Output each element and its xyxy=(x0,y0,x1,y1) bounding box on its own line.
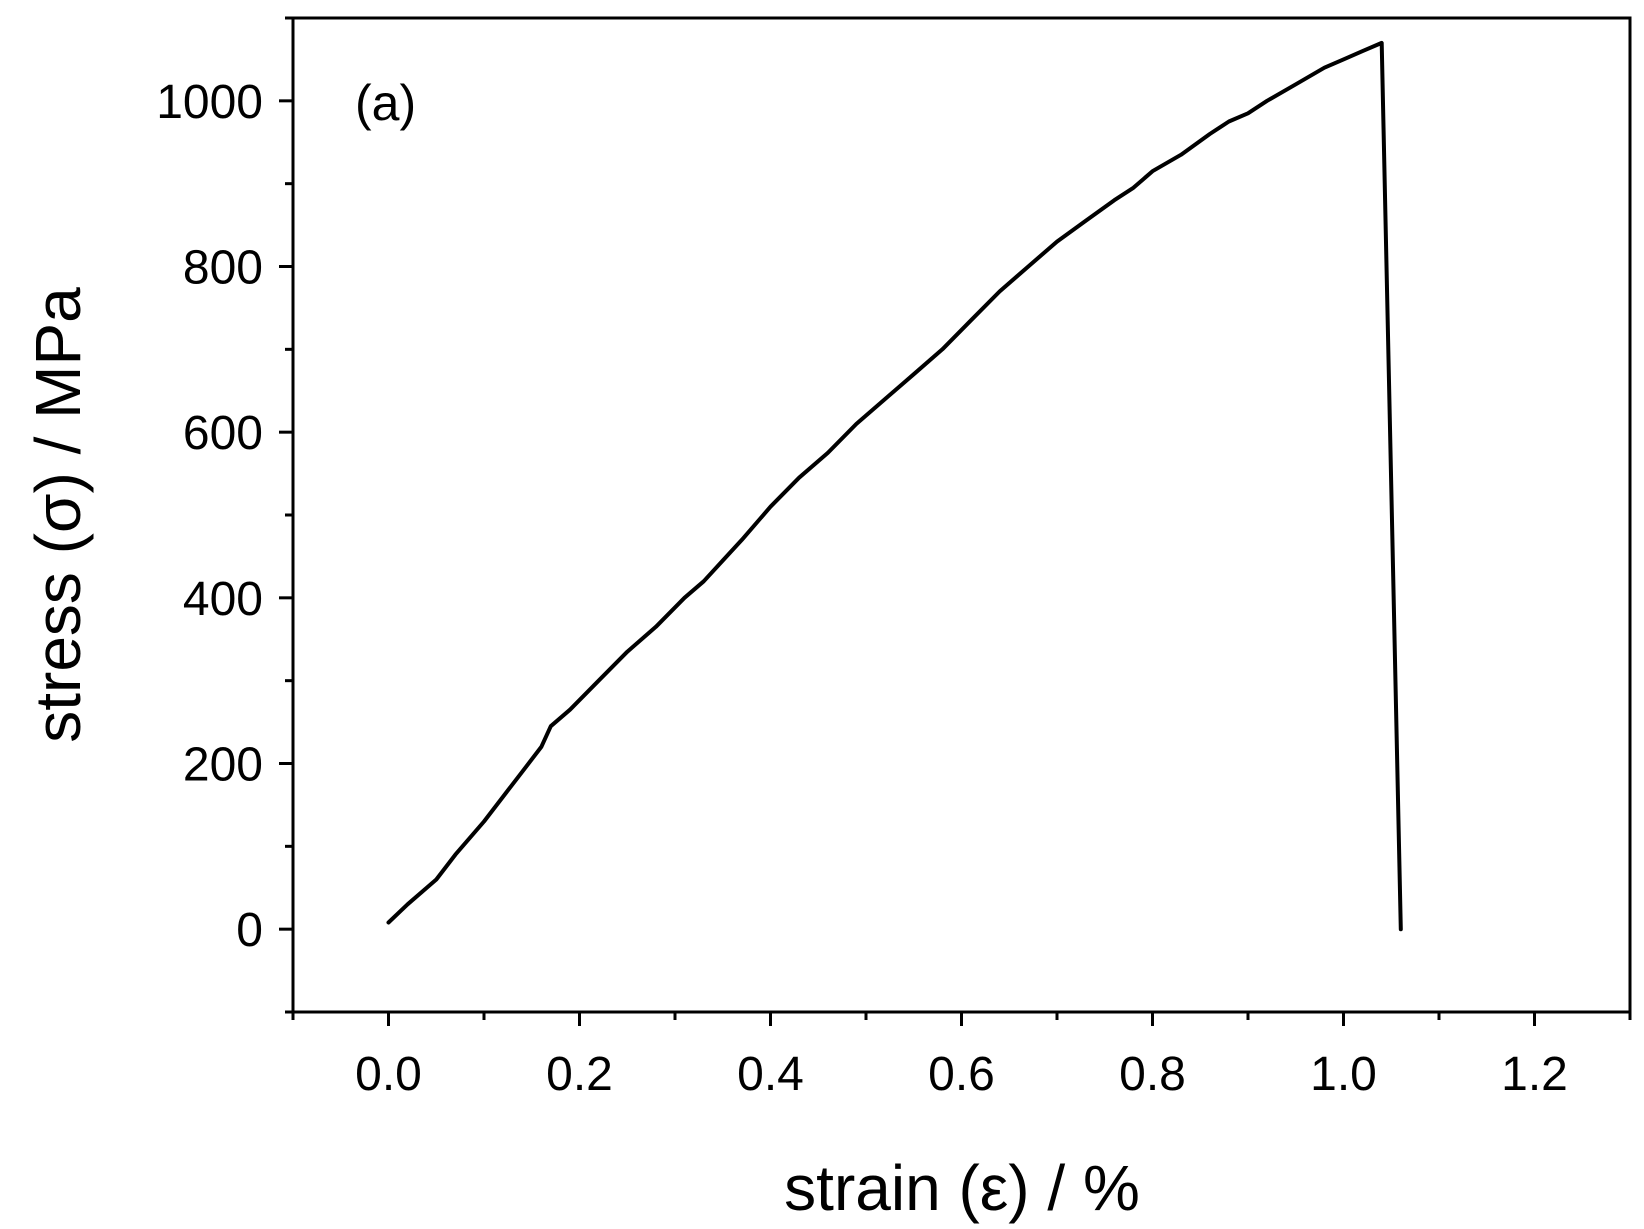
stress-strain-curve xyxy=(386,40,1403,932)
x-tick-label: 1.2 xyxy=(1501,1048,1568,1101)
y-tick-label: 1000 xyxy=(156,76,263,129)
x-tick-label: 0.0 xyxy=(355,1048,422,1101)
x-tick-label: 0.6 xyxy=(928,1048,995,1101)
x-axis-label: strain (ε) / % xyxy=(784,1152,1140,1224)
y-tick-label: 800 xyxy=(183,242,263,295)
x-tick-label: 1.0 xyxy=(1310,1048,1377,1101)
x-axis-ticks: 0.0 0.2 0.4 0.6 0.8 1.0 1.2 xyxy=(291,1012,1632,1101)
y-axis-label: stress (σ) / MPa xyxy=(22,287,94,743)
y-axis-ticks: 0 200 400 600 800 1000 xyxy=(156,16,293,1014)
x-tick-label: 0.8 xyxy=(1119,1048,1186,1101)
y-tick-label: 600 xyxy=(183,407,263,460)
y-tick-label: 0 xyxy=(236,904,263,957)
x-tick-label: 0.2 xyxy=(546,1048,613,1101)
y-tick-label: 400 xyxy=(183,573,263,626)
x-tick-label: 0.4 xyxy=(737,1048,804,1101)
y-tick-label: 200 xyxy=(183,739,263,792)
plot-frame xyxy=(291,16,1632,1014)
panel-label: (a) xyxy=(355,75,416,131)
